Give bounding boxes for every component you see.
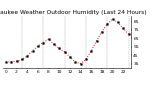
Title: Milwaukee Weather Outdoor Humidity (Last 24 Hours): Milwaukee Weather Outdoor Humidity (Last… bbox=[0, 10, 147, 15]
